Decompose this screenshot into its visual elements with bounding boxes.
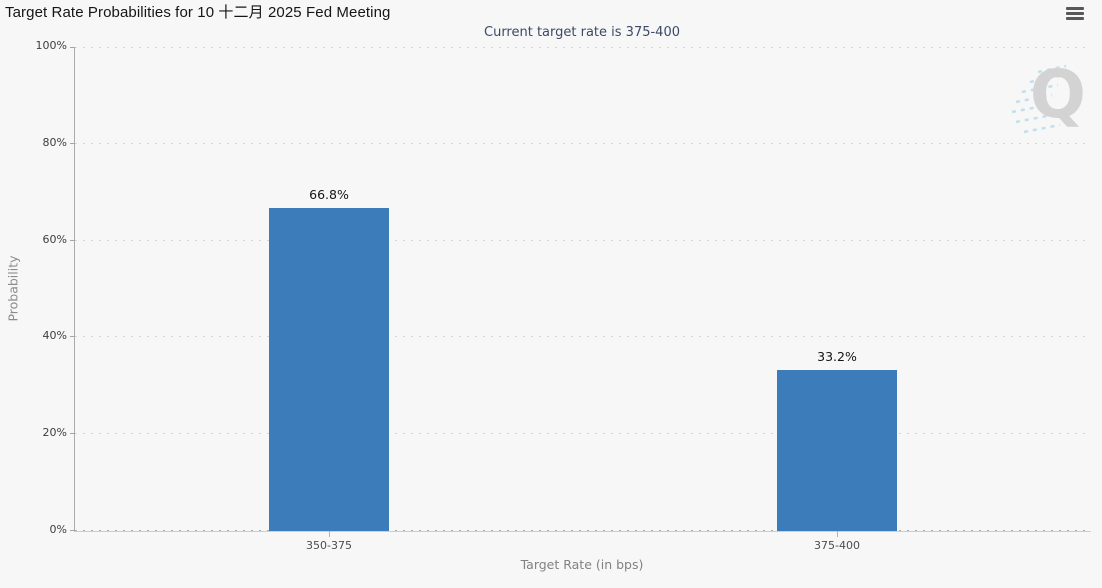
bar-value-label-350-375: 66.8% <box>309 187 349 202</box>
x-axis-title: Target Rate (in bps) <box>520 557 644 572</box>
y-tick-label-0: 0% <box>49 523 67 536</box>
y-axis-tick-60 <box>70 240 75 241</box>
y-axis-tick-20 <box>70 433 75 434</box>
bar-375-400[interactable] <box>777 370 897 531</box>
menu-bar <box>1066 6 1084 10</box>
gridline-40 <box>75 336 1091 337</box>
y-tick-label-20: 20% <box>42 426 67 439</box>
y-tick-label-80: 80% <box>42 136 67 149</box>
y-axis-tick-40 <box>70 336 75 337</box>
x-axis-tick-375-400 <box>837 531 838 537</box>
menu-bar <box>1066 16 1084 20</box>
y-axis-tick-0 <box>70 530 75 531</box>
bar-value-label-375-400: 33.2% <box>817 349 857 364</box>
x-axis-tick-350-375 <box>329 531 330 537</box>
y-axis-tick-80 <box>70 143 75 144</box>
gridline-100 <box>75 47 1091 48</box>
hamburger-menu-icon[interactable] <box>1066 4 1088 22</box>
y-axis-tick-100 <box>70 47 75 48</box>
gridline-60 <box>75 240 1091 241</box>
menu-bar <box>1066 11 1084 15</box>
x-tick-label-350-375: 350-375 <box>306 539 352 552</box>
y-tick-label-100: 100% <box>35 39 67 52</box>
bar-350-375[interactable] <box>269 208 389 531</box>
y-tick-label-60: 60% <box>42 233 67 246</box>
y-tick-label-40: 40% <box>42 329 67 342</box>
gridline-80 <box>75 143 1091 144</box>
chart-title: Target Rate Probabilities for 10 十二月 202… <box>5 4 391 21</box>
gridline-0 <box>75 530 1091 531</box>
plot-area: 0% 20% 40% 60% 80% 100% 66.8% 350-375 33.2% 375-4… <box>36 39 1091 552</box>
x-tick-label-375-400: 375-400 <box>814 539 860 552</box>
chart-subtitle: Current target rate is 375-400 <box>484 25 680 40</box>
gridline-20 <box>75 433 1091 434</box>
